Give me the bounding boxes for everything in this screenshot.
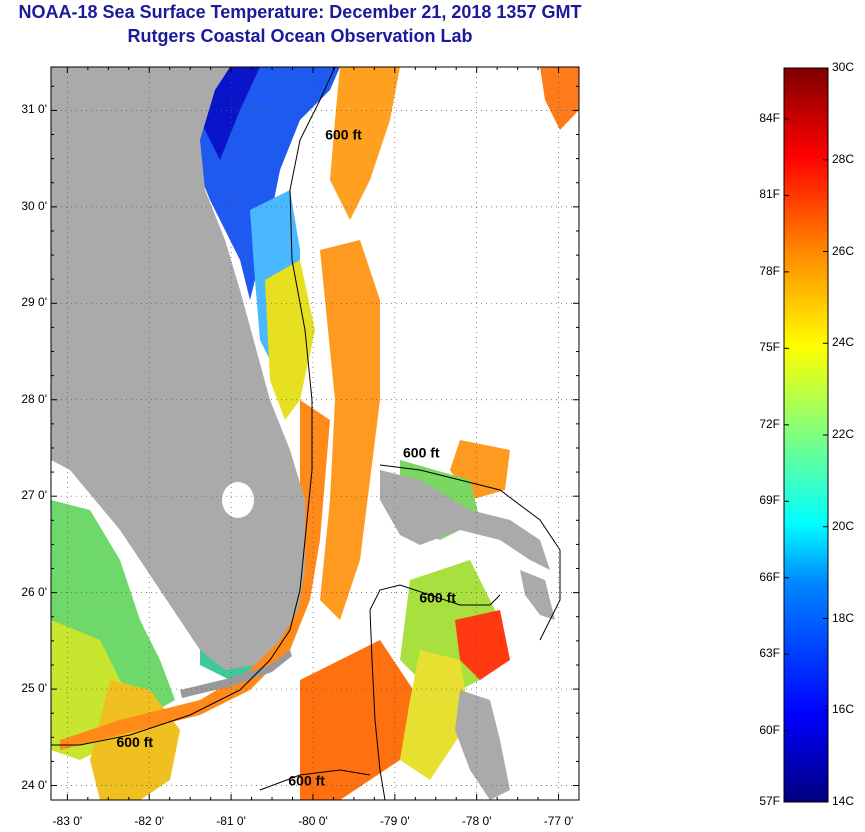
lat-label: 27 0' bbox=[21, 488, 47, 503]
colorbar-celsius-label: 28C bbox=[832, 151, 855, 166]
colorbar-fahrenheit-label: 81F bbox=[759, 187, 780, 202]
contour-label: 600 ft bbox=[419, 589, 456, 605]
colorbar-fahrenheit-label: 69F bbox=[759, 493, 780, 508]
lat-label: 26 0' bbox=[21, 584, 47, 599]
contour-label: 600 ft bbox=[116, 734, 153, 750]
colorbar-fahrenheit-label: 57F bbox=[759, 794, 780, 808]
colorbar-celsius-label: 14C bbox=[832, 794, 855, 808]
colorbar-fahrenheit-label: 72F bbox=[759, 416, 780, 431]
colorbar-fahrenheit-label: 84F bbox=[759, 110, 780, 125]
lat-label: 29 0' bbox=[21, 295, 47, 310]
map-title: NOAA-18 Sea Surface Temperature: Decembe… bbox=[18, 2, 582, 22]
map-area bbox=[51, 67, 579, 800]
colorbar-celsius-label: 30C bbox=[832, 60, 855, 74]
lon-label: -80 0' bbox=[298, 814, 328, 828]
colorbar-celsius-label: 20C bbox=[832, 518, 855, 533]
colorbar-fahrenheit-label: 63F bbox=[759, 646, 780, 661]
gulf-water-yellow2 bbox=[90, 680, 180, 800]
contour-label: 600 ft bbox=[403, 445, 440, 461]
gulf-stream bbox=[60, 400, 330, 750]
colorbar-celsius-label: 24C bbox=[832, 335, 855, 350]
contour-label-group: 600 ft 600 ft 600 ft 600 ft 600 ft bbox=[116, 126, 456, 788]
colorbar bbox=[783, 67, 829, 803]
lon-label: -83 0' bbox=[52, 814, 83, 828]
warm-water-north bbox=[330, 67, 400, 220]
colorbar-fahrenheit-label: 78F bbox=[759, 263, 780, 278]
grid bbox=[51, 67, 579, 800]
lat-label: 31 0' bbox=[21, 102, 47, 117]
lon-label: -82 0' bbox=[134, 814, 165, 828]
warm-water-orange bbox=[320, 240, 380, 620]
axis-ticks bbox=[51, 67, 579, 800]
colorbar-fahrenheit-label: 66F bbox=[759, 569, 780, 584]
lat-label: 28 0' bbox=[21, 391, 47, 406]
colorbar-celsius-label: 26C bbox=[832, 243, 855, 258]
contour-label: 600 ft bbox=[325, 126, 362, 142]
colorbar-celsius-label: 16C bbox=[832, 702, 855, 717]
warm-spot-red bbox=[455, 610, 510, 680]
colorbar-fahrenheit-label: 60F bbox=[759, 722, 780, 737]
florida-keys bbox=[180, 650, 292, 698]
lon-label: -78 0' bbox=[461, 814, 492, 828]
colorbar-fahrenheit-label: 75F bbox=[759, 340, 780, 355]
warm-water-ne bbox=[540, 67, 579, 130]
florida-land bbox=[51, 67, 305, 670]
grand-bahama-land bbox=[380, 470, 550, 570]
lon-label: -81 0' bbox=[216, 814, 246, 828]
lon-label: -77 0' bbox=[543, 814, 574, 828]
lat-label: 25 0' bbox=[21, 681, 47, 696]
contour-600ft bbox=[51, 67, 561, 800]
map-frame bbox=[50, 66, 580, 801]
colorbar-celsius-label: 18C bbox=[832, 610, 855, 625]
warm-water-south bbox=[300, 640, 420, 800]
andros-land bbox=[455, 690, 510, 800]
contour-label: 600 ft bbox=[288, 773, 325, 789]
map-subtitle: Rutgers Coastal Ocean Observation Lab bbox=[127, 26, 473, 46]
bahama-bank-yellow bbox=[400, 650, 470, 780]
eleuthera-land bbox=[520, 570, 555, 620]
lake-okeechobee bbox=[222, 482, 254, 518]
colorbar-ticks bbox=[784, 67, 828, 803]
colorbar-celsius-label: 22C bbox=[832, 427, 855, 441]
shelf-water-yellow bbox=[265, 260, 315, 420]
lat-label: 24 0' bbox=[21, 777, 47, 792]
lon-label: -79 0' bbox=[379, 814, 410, 828]
lat-label: 30 0' bbox=[21, 198, 47, 213]
